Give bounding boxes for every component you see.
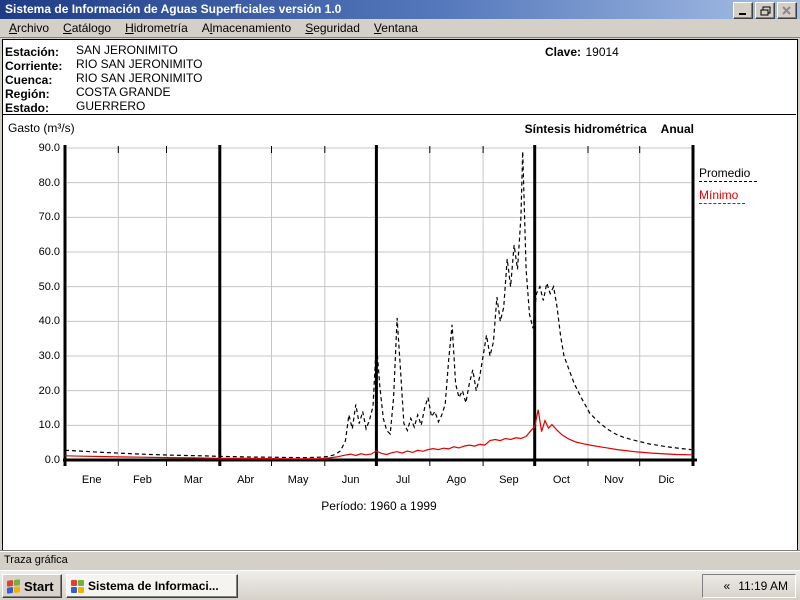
station-row: Estado: GUERRERO [5,99,145,117]
chart-legend: Promedio Mínimo [699,166,757,210]
x-month-label: Jul [396,474,411,486]
y-tick-label: 0.0 [44,454,60,466]
window-title: Sistema de Información de Aguas Superfic… [5,2,342,16]
menu-item-hidrometria[interactable]: Hidrometría [125,21,188,35]
y-tick-label: 70.0 [38,211,60,224]
menu-item-archivo[interactable]: Archivo [9,21,50,35]
y-axis-title: Gasto (m³/s) [8,121,75,135]
station-label: Región: [5,87,50,101]
menu-item-almacenamiento[interactable]: Almacenamiento [201,21,292,35]
y-tick-label: 40.0 [38,315,60,328]
y-tick-label: 50.0 [38,280,60,293]
station-row: Estación: SAN JERONIMITO [5,43,178,61]
station-key: Clave: 19014 [545,43,619,61]
y-tick-label: 80.0 [38,176,60,189]
start-button[interactable]: Start [2,574,62,598]
window-controls [733,2,797,19]
legend-line-sample-dashed [699,181,757,182]
station-value: RIO SAN JERONIMITO [76,57,203,71]
station-row: Corriente: RIO SAN JERONIMITO [5,57,202,75]
x-month-label: Ene [81,474,102,486]
title-bar[interactable]: Sistema de Información de Aguas Superfic… [0,0,800,19]
taskbar-app-button[interactable]: Sistema de Informaci... [66,574,238,598]
y-tick-label: 20.0 [38,384,60,397]
legend-line-sample-red [699,203,745,204]
status-bar: Traza gráfica [0,550,800,569]
chart-title: Síntesis hidrométrica Anual [525,122,694,136]
menu-bar: Archivo Catálogo Hidrometría Almacenamiento… [0,19,800,38]
taskbar-app-label: Sistema de Informaci... [88,579,219,593]
close-icon [782,6,791,15]
station-key-value: 19014 [585,45,619,59]
station-row: Cuenca: RIO SAN JERONIMITO [5,71,202,89]
close-button[interactable] [777,2,797,19]
status-text: Traza gráfica [4,554,68,566]
station-key-label: Clave: [545,45,582,59]
x-month-label: Dic [658,474,675,486]
minimize-button[interactable] [733,2,753,19]
station-value: GUERRERO [76,99,146,113]
y-tick-label: 30.0 [38,350,60,362]
chart-title-text: Síntesis hidrométrica [524,122,647,136]
x-month-label: Mar [183,474,203,486]
legend-label: Promedio [699,166,751,180]
chart-caption: Período: 1960 a 1999 [321,499,437,513]
station-value: SAN JERONIMITO [76,43,178,57]
station-label: Corriente: [5,59,63,73]
menu-item-catalogo[interactable]: Catálogo [63,21,112,35]
y-tick-label: 10.0 [38,419,60,432]
station-label: Estado: [5,101,50,115]
x-month-label: Ago [446,474,467,486]
start-button-label: Start [24,578,54,594]
x-month-label: Sep [499,474,519,486]
x-month-label: Feb [132,474,152,486]
windows-flag-icon [7,578,20,594]
menu-item-seguridad[interactable]: Seguridad [305,21,360,35]
menu-item-ventana[interactable]: Ventana [373,21,418,35]
separator-line [3,114,796,115]
station-value: RIO SAN JERONIMITO [76,71,203,85]
system-tray: « 11:19 AM [702,574,796,598]
tray-expand-chevron-icon[interactable]: « [723,579,731,593]
taskbar: Start Sistema de Informaci... « 11:19 AM [0,570,800,600]
x-month-label: May [287,474,309,486]
minimize-icon [739,13,746,15]
chart-period-mode: Anual [660,122,694,136]
x-month-label: Abr [237,474,255,486]
station-row: Región: COSTA GRANDE [5,85,170,103]
station-label: Estación: [5,45,60,59]
app-window-icon [71,579,84,593]
restore-icon [760,6,770,15]
station-label: Cuenca: [5,73,53,87]
restore-button[interactable] [755,2,775,19]
clock[interactable]: 11:19 AM [738,579,788,593]
x-month-label: Nov [604,474,624,486]
y-tick-label: 60.0 [38,246,60,258]
x-month-label: Oct [552,474,570,486]
legend-item-minimo: Mínimo [699,188,757,204]
legend-label: Mínimo [699,188,739,202]
y-tick-label: 90.0 [38,142,60,154]
legend-item-promedio: Promedio [699,166,757,182]
x-month-label: Jun [341,474,360,486]
station-value: COSTA GRANDE [76,85,171,99]
